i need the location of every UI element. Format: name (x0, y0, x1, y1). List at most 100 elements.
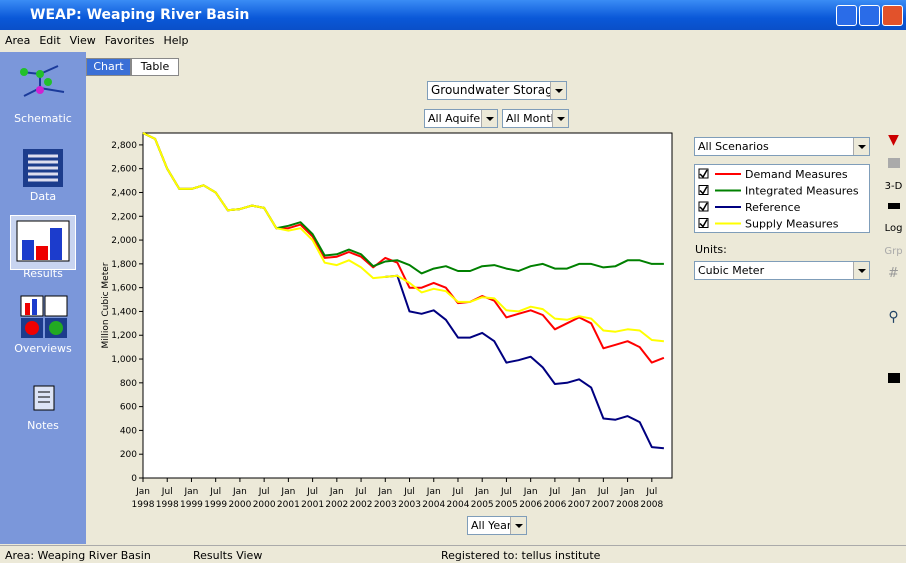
x-tick-label: Jul (597, 487, 609, 497)
x-tick-year: 2006 (543, 500, 566, 510)
x-tick-year: 2001 (301, 500, 324, 510)
legend-checkbox (698, 218, 709, 228)
x-tick-year: 2008 (616, 500, 639, 510)
x-tick-year: 2003 (398, 500, 421, 510)
dropdown-text: All Years (471, 519, 518, 532)
legend-items: Demand Measures Integrated Measures Refere… (698, 168, 859, 231)
sidebar-item[interactable]: Overviews (14, 342, 72, 355)
close[interactable] (882, 5, 903, 26)
title-bar: WEAP: Weaping River Basin (0, 0, 906, 30)
x-tick-year: 2003 (374, 500, 397, 510)
tool-button[interactable]: 3-D (884, 181, 903, 192)
menu-item[interactable]: Area (5, 34, 31, 47)
tab[interactable]: Table (131, 58, 179, 76)
y-tick-label: 800 (120, 379, 137, 389)
tab[interactable]: Chart (86, 58, 131, 76)
x-tick-year: 2000 (228, 500, 251, 510)
y-tick-label: 2,200 (111, 212, 137, 222)
legend-check (699, 202, 708, 212)
menu-item[interactable]: Edit (39, 34, 61, 47)
x-tick-label: Jan (329, 487, 344, 497)
tool-icon[interactable] (888, 373, 900, 383)
y-tick-label: 2,600 (111, 165, 137, 175)
tool-button[interactable]: Log (884, 223, 903, 234)
menu-item[interactable]: Favorites (104, 34, 155, 47)
status-text: Area: Weaping River Basin (5, 549, 151, 562)
tool-icon[interactable] (888, 203, 900, 209)
x-tick-label: Jan (232, 487, 247, 497)
x-tick-year: 1999 (180, 500, 203, 510)
tool-icon[interactable]: ⚲ (888, 309, 899, 325)
x-tick-label: Jul (645, 487, 657, 497)
sidebar-item[interactable]: Notes (27, 419, 59, 432)
x-tick-label: Jul (355, 487, 367, 497)
y-tick-label: 2,800 (111, 141, 137, 151)
series-line (385, 274, 664, 450)
tool-icon[interactable]: # (888, 266, 899, 281)
x-tick-label: Jan (620, 487, 635, 497)
dropdown-text: All Scenarios (698, 140, 769, 153)
dropdown-text: All Months (506, 112, 564, 125)
x-tick-label: Jul (161, 487, 173, 497)
menu-item[interactable]: Help (163, 34, 189, 47)
y-tick-label: 2,000 (111, 236, 137, 246)
y-tick-label: 1,000 (111, 355, 137, 365)
menu-item[interactable]: View (69, 34, 96, 47)
x-tick-year: 1998 (132, 500, 155, 510)
x-tick-label: Jul (209, 487, 221, 497)
y-tick-label: 0 (131, 474, 137, 484)
x-tick-year: 2004 (422, 500, 445, 510)
data-icon (23, 149, 63, 187)
legend-label: Supply Measures (745, 218, 839, 231)
y-tick-label: 200 (120, 450, 137, 460)
legend-checkbox (698, 168, 709, 179)
legend-checkbox (698, 185, 709, 195)
tool-icon[interactable]: ▼ (888, 132, 899, 148)
variable-dropdown[interactable]: Groundwater Storage (427, 81, 567, 100)
x-tick-year: 2002 (350, 500, 373, 510)
sidebar-item[interactable]: Results (23, 267, 63, 280)
aquifer-dropdown[interactable]: All Aquifers (424, 109, 498, 128)
x-tick-label: Jan (571, 487, 586, 497)
legend-label: Demand Measures (745, 168, 848, 181)
x-tick-year: 2002 (325, 500, 348, 510)
x-tick-label: Jul (306, 487, 318, 497)
dropdown-text: Cubic Meter (698, 264, 765, 277)
minimize[interactable] (836, 5, 857, 26)
x-tick-year: 2004 (447, 500, 470, 510)
chart: 0 200 400 600 800 1,000 1,200 1,400 1,600 1,800 2,… (101, 132, 673, 510)
y-tick-label: 400 (120, 426, 137, 436)
tool-icon[interactable] (888, 158, 900, 168)
results-icon (16, 220, 70, 262)
sidebar: Schematic Data Results Overviews Notes (0, 52, 86, 544)
x-tick-label: Jan (474, 487, 489, 497)
month-dropdown[interactable]: All Months (502, 109, 569, 128)
x-tick-label: Jul (548, 487, 560, 497)
year-dropdown[interactable]: All Years (467, 516, 527, 535)
schematic-icon (20, 65, 65, 97)
legend-check (699, 186, 708, 195)
maximize[interactable] (859, 5, 880, 26)
menu-bar: Area Edit View Favorites Help (0, 30, 906, 52)
tool-button[interactable]: Grp (884, 246, 903, 257)
series-line (142, 132, 664, 343)
units-dropdown[interactable]: Cubic Meter (694, 261, 870, 280)
dropdown-text: Groundwater Storage (431, 83, 561, 97)
x-tick-label: Jul (500, 487, 512, 497)
x-tick-year: 2006 (519, 500, 542, 510)
sidebar-item[interactable]: Schematic (14, 112, 72, 125)
sidebar-item[interactable]: Data (29, 190, 57, 203)
x-tick-label: Jan (523, 487, 538, 497)
x-tick-year: 2005 (471, 500, 494, 510)
legend-checkbox (698, 201, 709, 212)
notes-icon (33, 385, 55, 411)
y-tick-label: 1,400 (111, 307, 137, 317)
x-tick-label: Jul (403, 487, 415, 497)
x-tick-year: 2001 (277, 500, 300, 510)
status-text: Results View (193, 549, 263, 562)
x-tick-year: 2005 (495, 500, 518, 510)
scenario-dropdown[interactable]: All Scenarios (694, 137, 870, 156)
legend-check (699, 219, 708, 228)
x-tick-label: Jul (452, 487, 464, 497)
